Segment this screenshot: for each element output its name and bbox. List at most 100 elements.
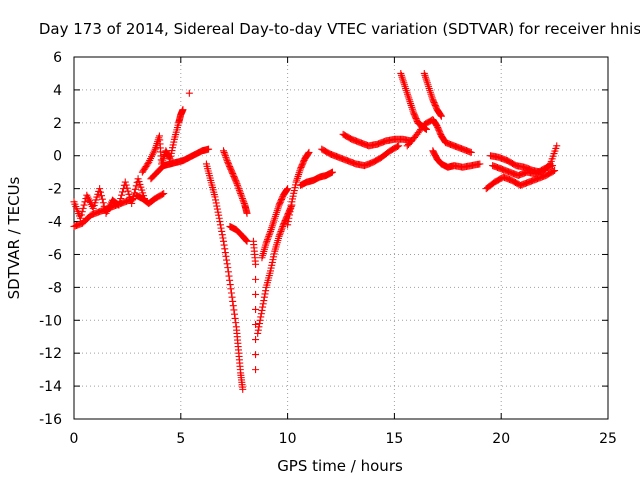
data-point: [256, 320, 264, 328]
data-point: [131, 185, 139, 193]
data-point: [304, 149, 312, 157]
data-point: [395, 142, 403, 150]
data-point: [252, 275, 260, 283]
data-point: [132, 182, 140, 190]
data-point: [118, 191, 126, 199]
data-point: [421, 71, 429, 79]
data-point: [476, 160, 484, 168]
y-tick-label: -10: [39, 313, 62, 329]
data-point: [295, 171, 303, 179]
data-point: [219, 234, 227, 242]
data-point: [437, 112, 445, 120]
data-point: [123, 184, 131, 192]
grid: [74, 57, 608, 419]
data-point: [254, 326, 262, 334]
data-point: [238, 193, 246, 201]
data-point: [285, 214, 293, 222]
data-point: [233, 180, 241, 188]
data-point: [232, 177, 240, 185]
data-point: [277, 227, 285, 235]
data-point: [259, 303, 267, 311]
data-point: [258, 306, 266, 314]
data-point: [284, 221, 292, 229]
data-point: [213, 202, 221, 210]
data-point: [428, 94, 436, 102]
data-point: [231, 314, 239, 322]
data-point: [216, 221, 224, 229]
data-point: [400, 79, 408, 87]
data-point: [402, 86, 410, 94]
data-point: [397, 69, 405, 77]
data-point: [222, 153, 230, 161]
data-point: [293, 176, 301, 184]
data-point: [427, 90, 435, 98]
data-point: [273, 207, 281, 215]
data-point: [262, 239, 270, 247]
y-tick-label: 2: [53, 116, 62, 132]
data-point: [270, 216, 278, 224]
data-point: [238, 195, 246, 203]
data-point: [227, 285, 235, 293]
data-point: [96, 185, 104, 193]
data-point: [99, 199, 107, 207]
data-point: [271, 212, 279, 220]
data-point: [420, 69, 428, 77]
y-tick-label: -6: [48, 247, 62, 263]
data-point: [76, 214, 84, 222]
data-point: [125, 190, 133, 198]
data-point: [425, 84, 433, 92]
data-point: [286, 208, 294, 216]
data-point: [235, 185, 243, 193]
data-point: [278, 224, 286, 232]
data-point: [158, 190, 166, 198]
data-point: [428, 92, 436, 100]
data-point: [255, 323, 263, 331]
y-tick-label: 0: [53, 149, 62, 165]
data-point: [232, 319, 240, 327]
data-point: [407, 101, 415, 109]
data-point: [232, 178, 240, 186]
data-point: [305, 148, 313, 156]
data-point: [405, 96, 413, 104]
data-point: [179, 106, 187, 114]
data-point: [422, 75, 430, 83]
data-point: [296, 167, 304, 175]
data-point: [265, 232, 273, 240]
data-point: [263, 236, 271, 244]
data-point: [267, 227, 275, 235]
data-point: [252, 260, 260, 268]
data-point: [224, 268, 232, 276]
data-point: [261, 290, 269, 298]
y-tick-label: -14: [39, 379, 62, 395]
data-point: [217, 224, 225, 232]
data-point: [166, 154, 174, 162]
data-point: [406, 98, 414, 106]
data-point: [227, 289, 235, 297]
data-point: [242, 236, 250, 244]
data-point: [235, 186, 243, 194]
data-point: [398, 73, 406, 81]
data-point: [328, 168, 336, 176]
data-point: [272, 210, 280, 218]
data-point: [80, 201, 88, 209]
data-point: [287, 201, 295, 209]
data-point: [283, 186, 291, 194]
data-point: [223, 256, 231, 264]
data-point: [222, 252, 230, 260]
data-point: [237, 190, 245, 198]
data-point: [267, 226, 275, 234]
data-point: [423, 79, 431, 87]
x-tick-label: 10: [279, 431, 297, 447]
data-point: [407, 100, 415, 108]
data-point: [97, 188, 105, 196]
data-point: [437, 111, 445, 119]
data-point: [211, 193, 219, 201]
data-point: [404, 92, 412, 100]
x-axis-label: GPS time / hours: [277, 457, 403, 475]
data-point: [284, 185, 292, 193]
data-point: [408, 103, 416, 111]
data-point: [98, 195, 106, 203]
x-tick-label: 15: [385, 431, 403, 447]
data-point: [426, 86, 434, 94]
data-point: [221, 152, 229, 160]
